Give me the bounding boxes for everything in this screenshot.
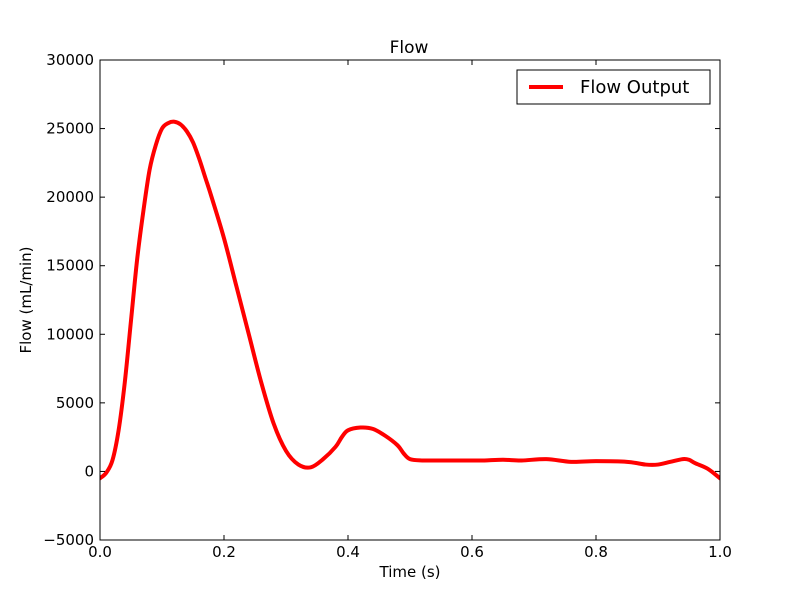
y-tick-label: 15000: [46, 257, 94, 275]
x-tick-label: 0.4: [336, 543, 360, 561]
plot-frame: [99, 59, 721, 541]
y-tick-label: 5000: [56, 394, 94, 412]
y-tick-label: 0: [84, 462, 94, 480]
chart-title: Flow: [390, 38, 429, 58]
y-tick-label: 25000: [46, 120, 94, 138]
x-tick-label: 1.0: [708, 543, 732, 561]
series-line-flow-output: [100, 119, 720, 481]
x-tick-label: 0.8: [584, 543, 608, 561]
y-axis-ticks: −5000 0 5000 10000 15000 20000 25000 30000: [43, 51, 720, 549]
y-tick-label: −5000: [43, 531, 94, 549]
legend-label-flow-output: Flow Output: [580, 77, 689, 98]
y-tick-label: 20000: [46, 188, 94, 206]
x-tick-label: 0.6: [460, 543, 484, 561]
plot-area: 0.0 0.2 0.4 0.6 0.8 1.0 −5000 0 5000 10000 15000 2…: [43, 51, 732, 561]
x-tick-label: 0.0: [88, 543, 112, 561]
x-axis-ticks: 0.0 0.2 0.4 0.6 0.8 1.0: [88, 60, 732, 561]
y-tick-label: 30000: [46, 51, 94, 69]
x-axis-label: Time (s): [379, 563, 441, 581]
series-layer: [100, 119, 720, 481]
y-tick-label: 10000: [46, 325, 94, 343]
x-tick-label: 0.2: [212, 543, 236, 561]
legend: Flow Output: [516, 69, 711, 105]
y-axis-label: Flow (mL/min): [17, 246, 35, 353]
